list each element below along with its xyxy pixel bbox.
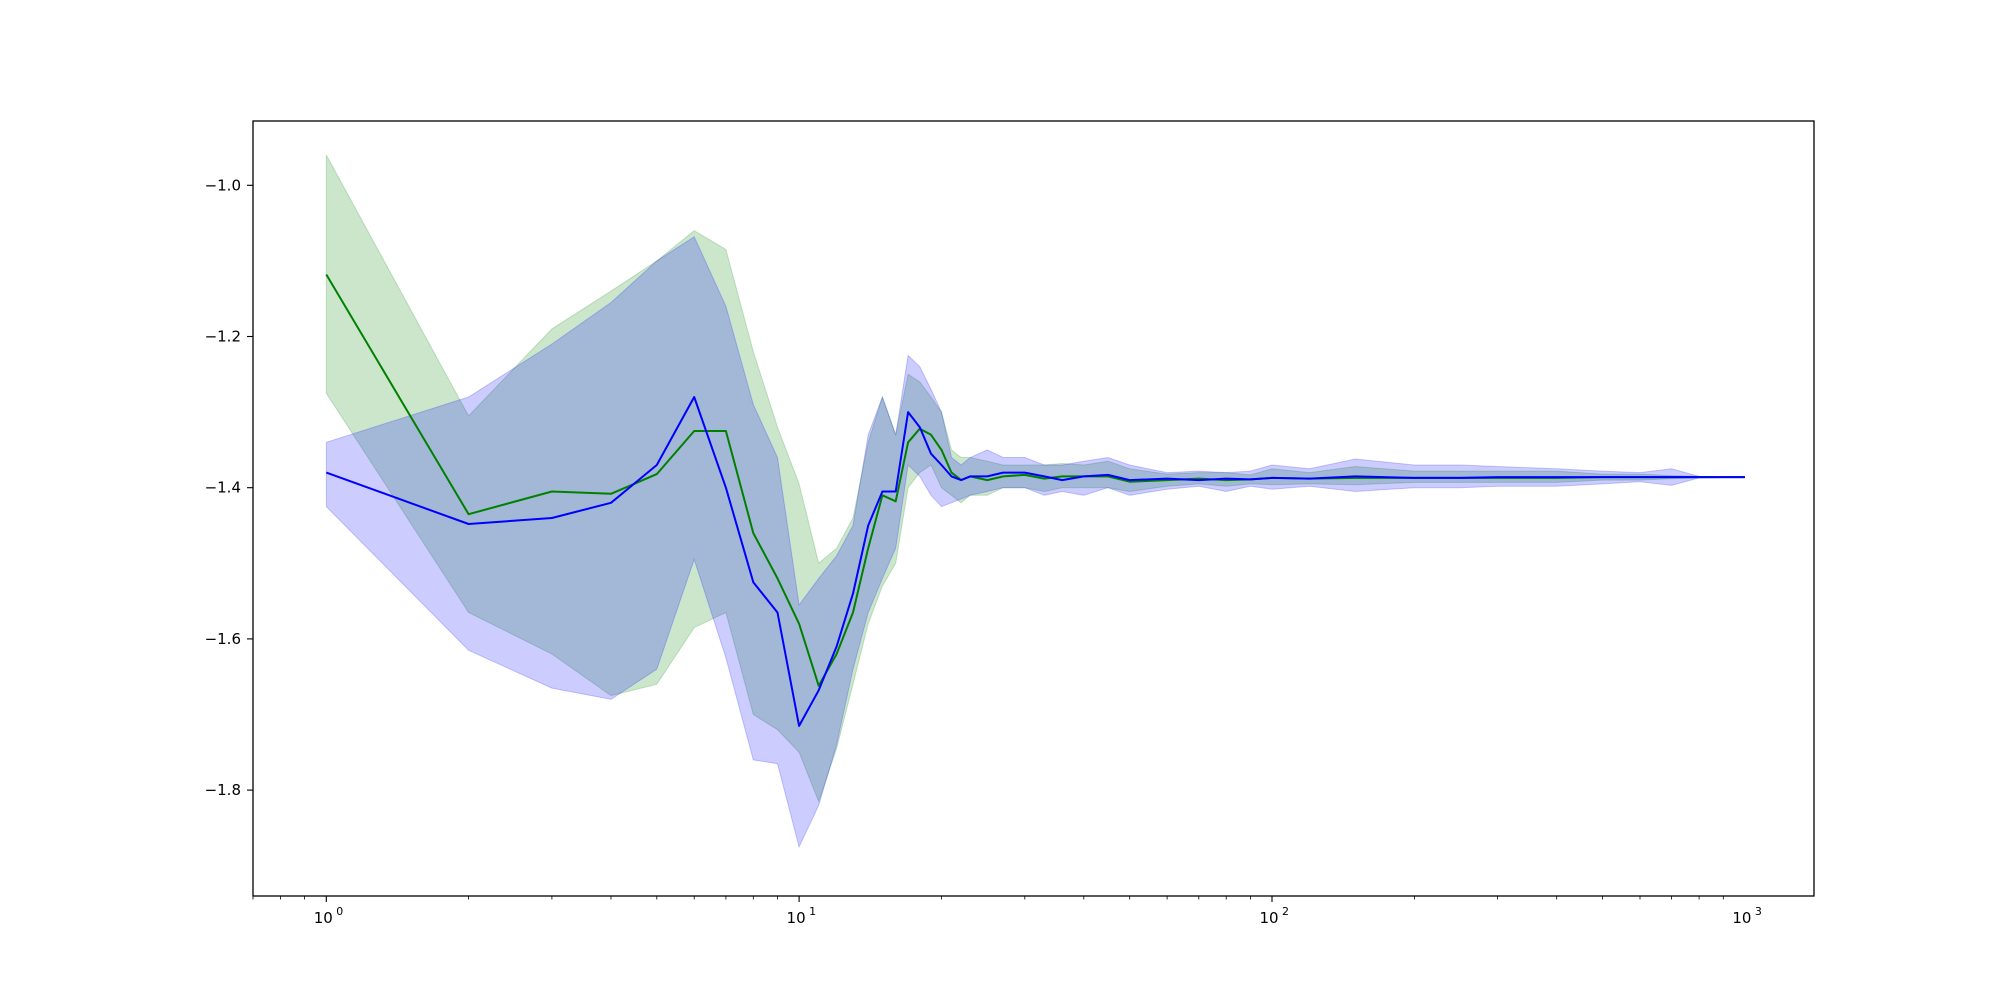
svg-text:2: 2	[1282, 905, 1289, 918]
x-tick-label: 10 3	[1732, 905, 1762, 927]
blue-series-line	[325, 396, 1745, 727]
plot-area	[325, 154, 1745, 849]
svg-text:10: 10	[787, 909, 806, 927]
x-tick-label: 10 0	[314, 905, 344, 927]
svg-text:10: 10	[1259, 909, 1278, 927]
y-tick-label: −1.2	[205, 328, 241, 346]
svg-text:0: 0	[336, 905, 343, 918]
y-tick-label: −1.0	[205, 176, 241, 194]
x-axis: 10 0 10 1 10 2 10 3	[252, 896, 1762, 927]
x-tick-label: 10 1	[787, 905, 817, 927]
svg-text:10: 10	[314, 909, 333, 927]
x-tick-label: 10 2	[1259, 905, 1289, 927]
y-tick-label: −1.6	[205, 630, 241, 648]
y-tick-label: −1.4	[205, 479, 241, 497]
axes-frame	[252, 120, 1815, 897]
y-tick-label: −1.8	[205, 781, 241, 799]
svg-text:1: 1	[809, 905, 816, 918]
series-lines	[325, 273, 1745, 727]
y-axis: −1.0 −1.2 −1.4 −1.6 −1.8	[205, 176, 253, 799]
svg-text:10: 10	[1732, 909, 1751, 927]
svg-text:3: 3	[1755, 905, 1762, 918]
